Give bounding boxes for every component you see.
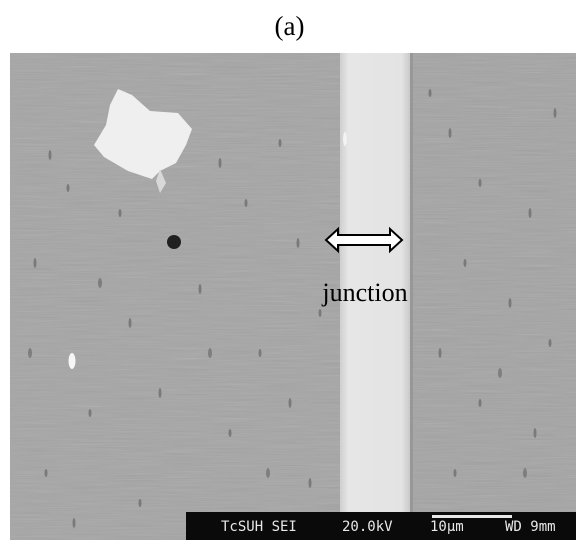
dark-pit xyxy=(167,235,181,249)
scale-bar-label: 10μm xyxy=(430,519,464,535)
sem-micrograph: TcSUH SEI 20.0kV 10μm WD 9mm xyxy=(10,53,576,540)
junction-band xyxy=(340,53,410,540)
sem-instrument-label: TcSUH SEI xyxy=(221,519,297,535)
scale-bar xyxy=(432,515,512,518)
figure-panel-label: (a) xyxy=(274,11,305,41)
micrograph-image xyxy=(10,53,576,540)
bright-speck xyxy=(68,353,76,369)
junction-annotation: junction xyxy=(322,278,408,307)
surface-defects xyxy=(33,89,557,528)
surface-particle xyxy=(94,89,192,179)
surface-defects-dark xyxy=(28,278,527,478)
junction-width-arrow xyxy=(324,225,404,255)
sem-voltage: 20.0kV xyxy=(342,519,393,535)
sem-working-distance: WD 9mm xyxy=(505,519,556,535)
sem-data-bar: TcSUH SEI 20.0kV 10μm WD 9mm xyxy=(186,512,576,540)
bright-speck xyxy=(343,132,347,146)
